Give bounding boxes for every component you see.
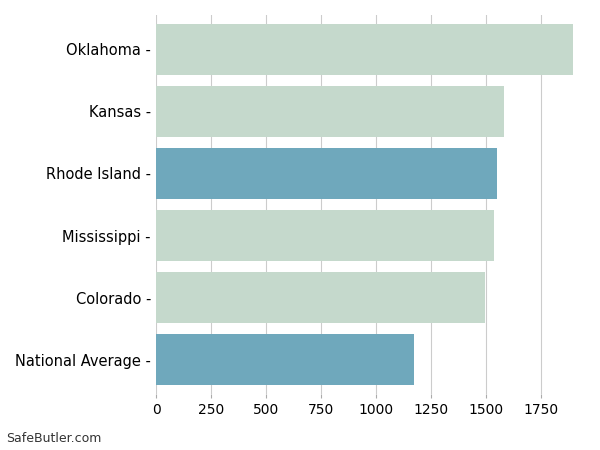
- Bar: [157, 86, 505, 137]
- Bar: [157, 210, 494, 261]
- Bar: [157, 272, 485, 323]
- Bar: [157, 148, 497, 199]
- Bar: [157, 334, 414, 385]
- Bar: [157, 24, 574, 75]
- Text: SafeButler.com: SafeButler.com: [6, 432, 101, 446]
